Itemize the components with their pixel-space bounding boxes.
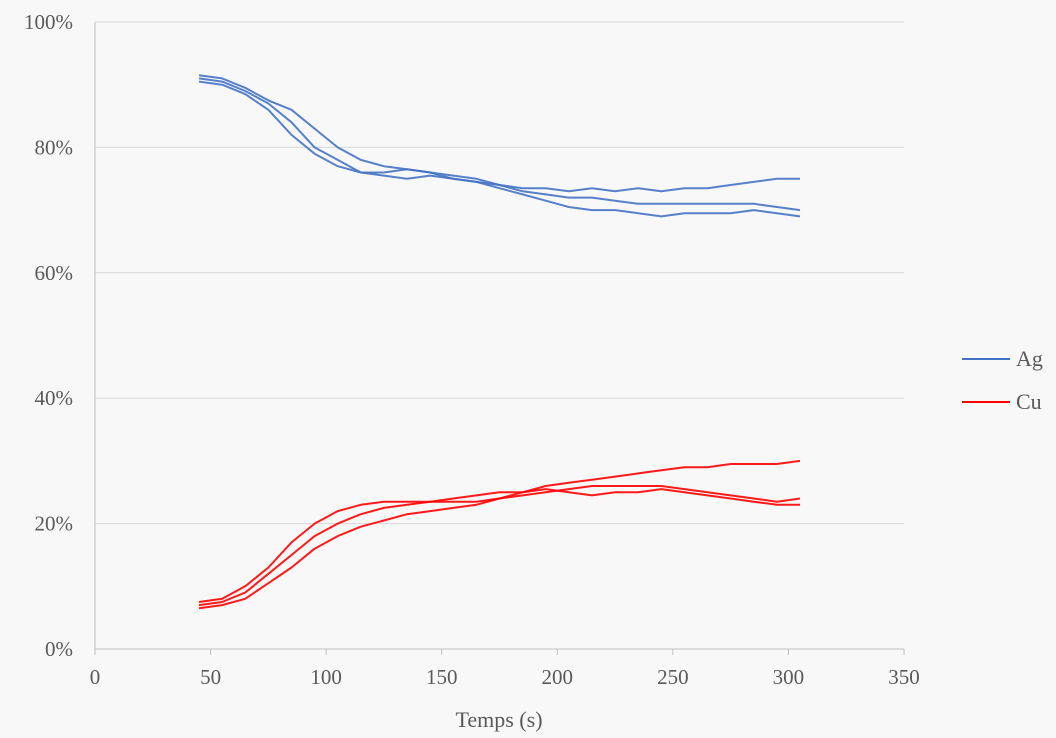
- gridlines: [95, 21, 904, 525]
- y-tick-label: 80%: [35, 135, 74, 159]
- series-line-cu-5: [198, 485, 801, 603]
- series-line-ag-3: [198, 74, 801, 218]
- legend-label-ag: Ag: [1016, 346, 1043, 371]
- x-tick-label: 200: [542, 665, 574, 689]
- x-tick-label: 50: [200, 665, 221, 689]
- y-tick-label: 20%: [35, 512, 74, 536]
- x-tick-label: 150: [426, 665, 458, 689]
- x-tick-label: 300: [773, 665, 805, 689]
- y-tick-label: 40%: [35, 386, 74, 410]
- x-tick-label: 350: [888, 665, 920, 689]
- x-tick-labels: 0 50 100 150 200 250 300 350: [90, 665, 920, 689]
- series-line-cu-4: [198, 488, 800, 607]
- series-lines: [198, 74, 801, 610]
- series-line-ag-1: [198, 77, 800, 193]
- y-tick-label: 100%: [24, 10, 73, 34]
- x-tick-label: 0: [90, 665, 101, 689]
- y-tick-labels: 0% 20% 40% 60% 80% 100%: [24, 10, 73, 661]
- legend-label-cu: Cu: [1016, 389, 1042, 414]
- series-line-ag-2: [198, 80, 801, 212]
- x-tick-label: 250: [657, 665, 689, 689]
- y-tick-label: 60%: [35, 261, 74, 285]
- x-axis-title: Temps (s): [455, 707, 542, 732]
- x-tick-label: 100: [310, 665, 342, 689]
- y-tick-label: 0%: [45, 637, 73, 661]
- legend: Ag Cu: [962, 346, 1043, 414]
- axes: [94, 22, 905, 655]
- series-line-cu-6: [198, 459, 801, 610]
